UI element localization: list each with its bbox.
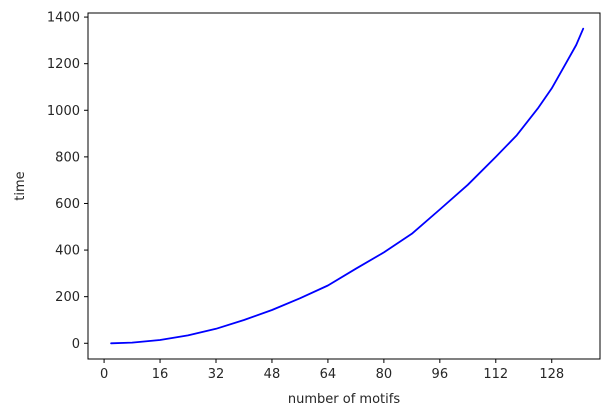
y-tick-label: 600: [55, 197, 80, 212]
x-tick-label: 0: [100, 367, 108, 382]
x-tick-label: 48: [264, 367, 281, 382]
y-tick-label: 0: [72, 337, 80, 352]
x-axis-label: number of motifs: [288, 392, 400, 407]
y-axis-label: time: [13, 171, 28, 200]
y-tick-label: 800: [55, 150, 80, 165]
x-tick-label: 128: [539, 367, 564, 382]
y-tick-label: 200: [55, 290, 80, 305]
x-tick-label: 80: [376, 367, 393, 382]
x-tick-label: 16: [152, 367, 169, 382]
ticks-layer: 0 16 32 48 64 80 96 112 128 0 200 400 600 800 1000 1200…: [47, 11, 564, 382]
x-tick-label: 112: [483, 367, 508, 382]
y-tick-label: 1400: [47, 11, 80, 26]
x-tick-label: 32: [208, 367, 225, 382]
y-tick-label: 400: [55, 244, 80, 259]
x-tick-label: 96: [432, 367, 449, 382]
series-line: [110, 27, 585, 345]
x-tick-label: 64: [320, 367, 337, 382]
y-tick-label: 1000: [47, 104, 80, 119]
series-layer: [110, 27, 585, 345]
y-tick-label: 1200: [47, 57, 80, 72]
plot-frame: [87, 12, 601, 360]
